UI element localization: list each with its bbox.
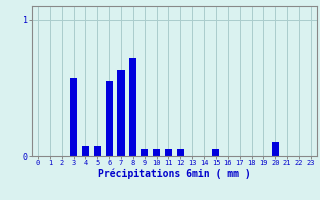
Bar <box>177 149 184 156</box>
Bar <box>165 149 172 156</box>
Bar <box>94 146 101 156</box>
Bar <box>70 78 77 156</box>
Bar <box>153 149 160 156</box>
Bar <box>129 58 136 156</box>
Bar <box>272 142 279 156</box>
Bar <box>106 81 113 156</box>
Bar <box>212 149 220 156</box>
Bar <box>82 146 89 156</box>
Bar <box>117 70 124 156</box>
X-axis label: Précipitations 6min ( mm ): Précipitations 6min ( mm ) <box>98 169 251 179</box>
Bar <box>141 149 148 156</box>
